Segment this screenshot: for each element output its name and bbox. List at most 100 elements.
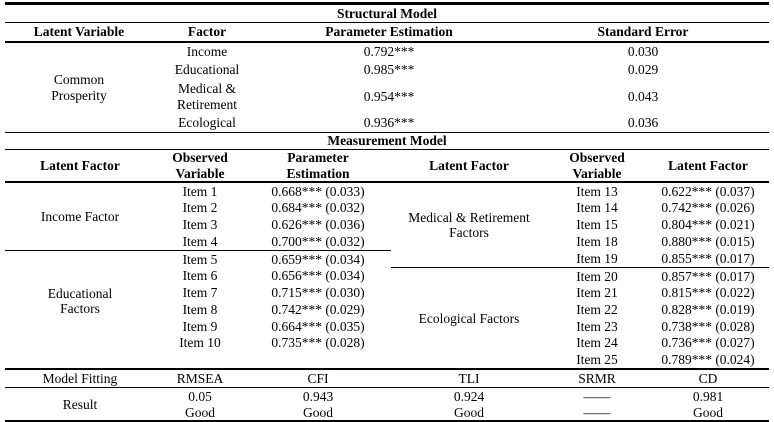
header-observed-variable-left: Observed Variable [155,149,245,183]
item-cell: Item 8 [182,302,218,318]
index-rmsea: RMSEA [155,368,245,389]
value-cell: 0.736*** (0.027) [661,335,755,351]
se-cell: 0.029 [627,62,659,78]
value-cell: 0.715*** (0.030) [271,285,365,301]
header-latent-variable: Latent Variable [5,22,153,43]
value-cfi: 0.943 [302,388,334,404]
structural-model-title: Structural Model [5,2,769,23]
item-cell: Item 5 [182,251,218,267]
rating-cd: Good [647,404,769,422]
model-fitting-label: Model Fitting [5,368,155,389]
header-latent-factor-left: Latent Factor [5,149,155,183]
empty-cell [155,351,245,368]
measurement-title-row: Measurement Model [5,132,770,150]
table-row: Item 6 0.656*** (0.034) Ecological Facto… [5,267,769,326]
value-cell: 0.855*** (0.017) [647,250,770,268]
index-cfi: CFI [245,368,391,389]
table-row: Educational 0.985*** 0.029 [5,61,769,79]
value-srmr: —— [583,388,611,404]
item-cell: Item 20 [576,268,618,284]
structural-model-table: Structural Model Latent Variable Factor … [5,2,769,132]
value-cell: 0.880*** (0.015) [661,234,755,250]
header-observed-variable-right: Observed Variable [547,149,647,183]
value-cd: 0.981 [692,388,724,404]
table-row: Item 2 0.684*** (0.032) Item 14 0.742***… [5,200,769,217]
group-label-income: Income Factor [5,182,155,251]
value-cell: 0.738*** (0.028) [661,318,755,334]
value-cell: 0.742*** (0.026) [661,200,755,216]
factor-cell: Educational [174,62,240,78]
item-cell: Item 3 [182,217,218,233]
value-cell: 0.804*** (0.021) [661,217,755,233]
fitting-header-row: Model Fitting RMSEA CFI TLI SRMR CD [5,368,769,389]
factor-label: Medical & Retirement [177,81,237,112]
value-tli: 0.924 [453,388,485,404]
item-cell: Item 13 [576,183,618,199]
measurement-model-table: Measurement Model Latent Factor Observed… [5,132,770,368]
se-cell: 0.043 [627,88,659,104]
rating-rmsea: Good [155,404,245,422]
index-cd: CD [647,368,769,389]
item-cell: Item 10 [179,335,221,351]
measurement-header-row: Latent Factor Observed Variable Paramete… [5,149,770,183]
value-cell: 0.664*** (0.035) [271,318,365,334]
latent-variable-label: Common Prosperity [51,72,107,103]
header-factor: Factor [153,22,261,43]
header-standard-error: Standard Error [517,22,769,43]
value-cell: 0.622*** (0.037) [661,183,755,199]
item-cell: Item 15 [576,217,618,233]
index-srmr: SRMR [547,368,647,389]
item-cell: Item 22 [576,302,618,318]
header-parameter-estimation-left: Parameter Estimation [245,149,391,183]
value-cell: 0.857*** (0.017) [661,268,755,284]
table-row: Item 8 0.742*** (0.029) Item 22 0.828***… [5,301,769,318]
value-cell: 0.828*** (0.019) [661,302,755,318]
value-cell: 0.684*** (0.032) [271,200,365,216]
measurement-model-title: Measurement Model [5,132,770,150]
item-cell: Item 14 [576,200,618,216]
value-cell: 0.789*** (0.024) [661,352,755,368]
table-row: Item 9 0.664*** (0.035) Item 23 0.738***… [5,318,769,335]
structural-header-row: Latent Variable Factor Parameter Estimat… [5,22,769,43]
latent-variable-cell: Common Prosperity [5,42,153,132]
table-row: Common Prosperity Income 0.792*** 0.030 [5,42,769,102]
value-cell: 0.668*** (0.033) [271,183,365,199]
result-label: Result [5,387,155,422]
item-cell: Item 18 [576,234,618,250]
estimate-cell: 0.954*** [363,88,415,104]
table-row: Item 25 0.789*** (0.024) [5,351,769,368]
estimate-cell: 0.936*** [363,115,415,131]
group-label-ecological: Ecological Factors [418,311,520,327]
table-row: Ecological 0.936*** 0.036 [5,114,769,132]
item-cell: Item 24 [576,335,618,351]
item-cell: Item 19 [547,250,647,268]
rating-srmr: —— [547,404,647,422]
header-latent-factor-right: Latent Factor [391,149,547,183]
empty-cell [245,351,391,368]
value-cell: 0.659*** (0.034) [271,251,365,267]
value-cell: 0.700*** (0.032) [245,233,391,251]
group-label-educational: Educational Factors [47,285,113,317]
table-row: Item 10 0.735*** (0.028) Item 24 0.736**… [5,335,769,352]
header-latent-factor-values: Latent Factor [647,149,770,183]
result-values-row: Result 0.05 0.943 0.924 —— 0.981 [5,387,769,422]
value-cell: 0.735*** (0.028) [271,335,365,351]
item-cell: Item 9 [182,318,218,334]
table-row: Medical & Retirement 0.954*** 0.043 [5,79,769,114]
rating-cfi: Good [245,404,391,422]
factor-cell: Income [186,44,228,60]
se-cell: 0.030 [627,44,659,60]
table-row: Item 3 0.626*** (0.036) Item 15 0.804***… [5,216,769,233]
factor-cell: Ecological [178,115,236,131]
item-cell: Item 2 [182,200,218,216]
item-cell: Item 25 [576,352,618,368]
estimate-cell: 0.985*** [363,62,415,78]
factor-cell: Medical & Retirement [153,79,261,114]
item-cell: Item 6 [182,268,218,284]
table-row: Item 7 0.715*** (0.030) Item 21 0.815***… [5,285,769,302]
item-cell: Item 23 [576,318,618,334]
group-label-medical: Medical & Retirement Factors [391,182,547,268]
model-fitting-table: Model Fitting RMSEA CFI TLI SRMR CD Resu… [5,368,769,422]
value-cell: 0.742*** (0.029) [271,302,365,318]
